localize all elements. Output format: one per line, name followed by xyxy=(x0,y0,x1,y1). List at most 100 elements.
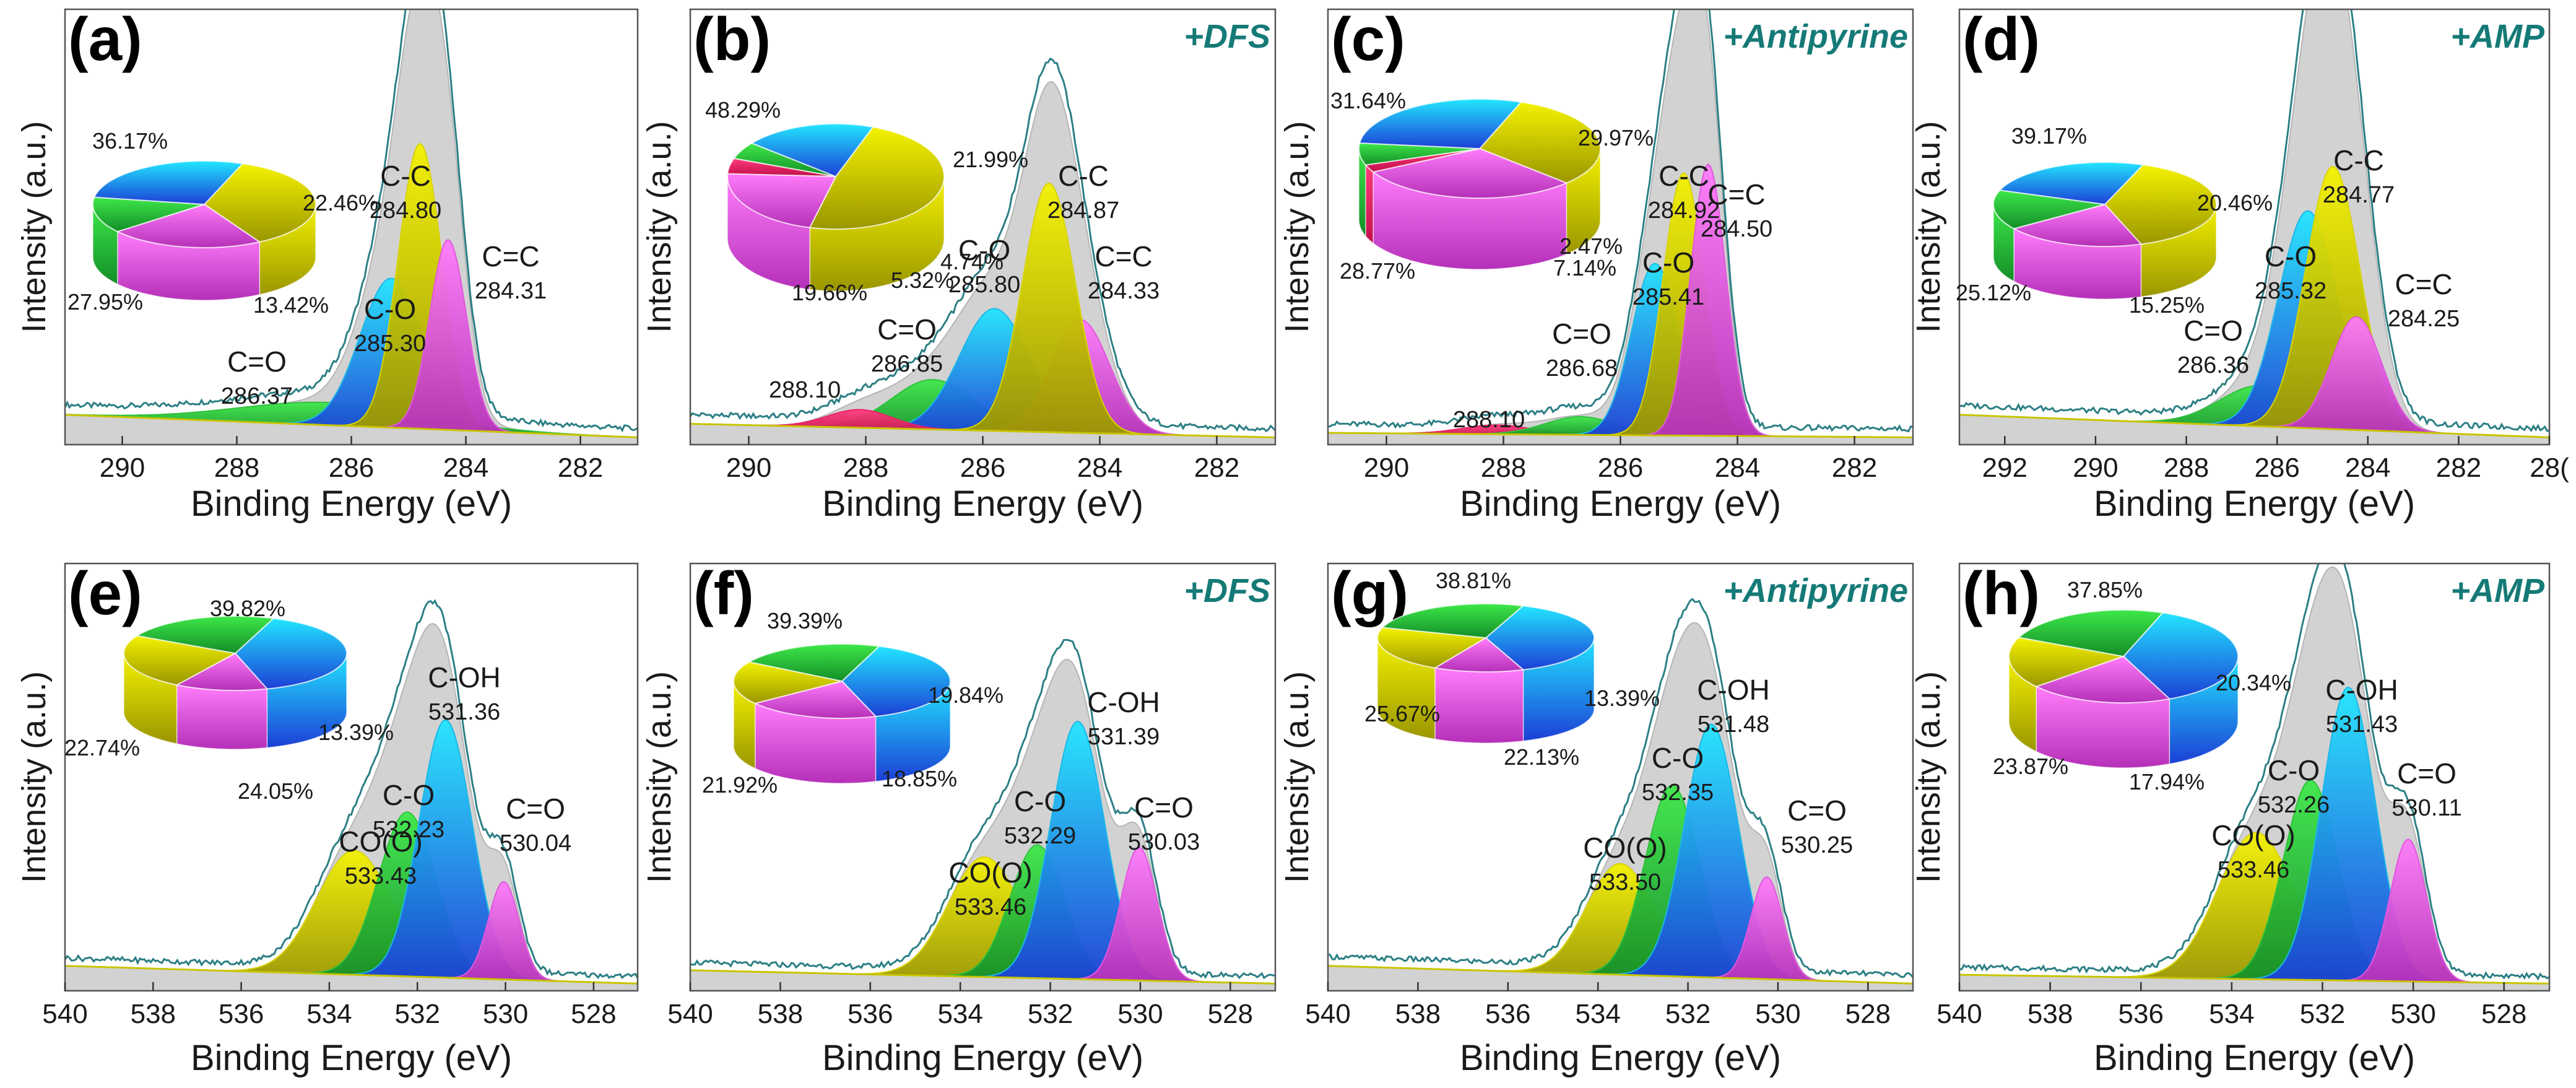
plot-frame xyxy=(1958,562,2551,992)
plot-area xyxy=(65,599,638,991)
pie-slice-yellow xyxy=(203,163,316,243)
pie-chart: 36.17% 22.46% 13.42% 27.95% xyxy=(67,128,378,318)
pie-chart: 37.85% 20.34% 17.94% 23.87% xyxy=(1993,577,2291,794)
x-tick-label: 540 xyxy=(1305,999,1350,1029)
pie-percent-label: 13.42% xyxy=(253,292,329,318)
peak-value: 532.35 xyxy=(1642,780,1714,806)
pie-slice-green xyxy=(135,616,275,655)
peak-value: 286.85 xyxy=(871,351,943,377)
pie-slice-green xyxy=(747,643,881,682)
pie-percent-label: 13.39% xyxy=(1584,685,1660,711)
x-tick-label: 538 xyxy=(131,999,176,1029)
x-tick-label: 284 xyxy=(443,453,488,483)
raw-spectrum-line xyxy=(690,638,1275,980)
background-line xyxy=(1959,973,2549,985)
peak-label: C=O xyxy=(506,793,565,825)
raw-spectrum-line xyxy=(1959,564,2549,981)
x-axis-label: Binding Energy (eV) xyxy=(1460,484,1781,524)
x-tick-label: 290 xyxy=(100,453,145,483)
peak-value: 284.87 xyxy=(1047,198,1119,224)
panel-letter: (e) xyxy=(68,559,142,627)
x-tick-label: 538 xyxy=(1395,999,1441,1029)
pie-slice-magenta xyxy=(727,173,837,228)
peak-label: C=C xyxy=(2395,268,2452,300)
peak-label: C-O xyxy=(2265,240,2317,272)
peak-label: CO(O) xyxy=(339,825,422,858)
plot-area xyxy=(1959,564,2549,991)
pie-percent-label: 7.14% xyxy=(1553,255,1616,281)
x-tick-label: 288 xyxy=(2164,453,2209,483)
x-tick-label: 290 xyxy=(2073,453,2118,483)
x-axis-label: Binding Energy (eV) xyxy=(2094,1038,2415,1078)
peak-value: 284.33 xyxy=(1088,278,1160,304)
peak-value: 530.04 xyxy=(500,830,571,856)
pie-slice-magenta xyxy=(1433,637,1525,672)
peak-label: C=O xyxy=(2184,315,2243,347)
panel-tag: +DFS xyxy=(1184,18,1270,55)
x-tick-label: 282 xyxy=(1832,453,1877,483)
pie-percent-label: 4.74% xyxy=(940,249,1004,274)
pie-slice-magenta xyxy=(116,203,261,248)
peak-label: C-O xyxy=(1652,742,1704,774)
pie-chart: 39.17% 20.46% 15.25% 25.12% xyxy=(1956,123,2273,318)
pie-chart: 39.39% 19.84% 18.85% 21.92% xyxy=(702,608,1004,798)
peak-value: 533.50 xyxy=(1589,869,1661,895)
x-axis-label: Binding Energy (eV) xyxy=(2094,484,2415,524)
plot-area xyxy=(690,57,1275,445)
x-axis-label: Binding Energy (eV) xyxy=(191,1038,512,1078)
pie-slice-green xyxy=(1381,603,1525,639)
panel-letter: (a) xyxy=(68,5,142,73)
peak-c-o-285.41 xyxy=(1328,263,1913,438)
pie-slice-magenta xyxy=(2034,655,2171,703)
peak-label: C-OH xyxy=(1087,686,1160,718)
x-tick-label: 532 xyxy=(395,999,440,1029)
pie-slice-green xyxy=(92,196,205,233)
x-tick-label: 534 xyxy=(2209,999,2254,1029)
background-line xyxy=(65,965,638,985)
y-axis-label: Intensity (a.u.) xyxy=(1910,671,1947,883)
pie-percent-label: 19.84% xyxy=(928,682,1004,708)
plot-frame xyxy=(64,562,639,992)
raw-spectrum-line xyxy=(65,599,638,980)
panel-d: 292 290 288 286 284 282 28(Binding Energy (eV)… xyxy=(1910,5,2569,524)
pie-slice-cyan xyxy=(750,123,874,178)
x-tick-label: 282 xyxy=(1194,453,1239,483)
x-tick-label: 530 xyxy=(1117,999,1163,1029)
pie-percent-label: 21.92% xyxy=(702,772,778,798)
plot-frame xyxy=(1327,562,1914,992)
pie-percent-label: 39.82% xyxy=(210,596,285,621)
x-tick-label: 292 xyxy=(1982,453,2027,483)
x-tick-label: 540 xyxy=(1936,999,1982,1029)
x-tick-label: 530 xyxy=(2390,999,2435,1029)
pie-slice-yellow xyxy=(1377,627,1488,669)
x-axis-label: Binding Energy (eV) xyxy=(1460,1038,1781,1078)
pie-percent-label: 27.95% xyxy=(67,289,143,315)
peak-value: 284.80 xyxy=(370,198,441,224)
pie-percent-label: 17.94% xyxy=(2129,769,2205,794)
panel-g: 540 538 536 534 532 530 528 Binding Energy (eV)… xyxy=(1278,559,1914,1078)
peak-label: C-O xyxy=(958,234,1010,266)
peak-label: C-C xyxy=(1058,160,1109,192)
background-line xyxy=(65,414,638,438)
peak-value: 285.30 xyxy=(354,331,426,357)
pie-side-magenta xyxy=(1434,667,1524,744)
pie-percent-label: 13.39% xyxy=(318,720,394,745)
x-tick-label: 536 xyxy=(848,999,893,1029)
peak-label: C-OH xyxy=(2325,674,2398,706)
y-axis-label: Intensity (a.u.) xyxy=(15,671,53,883)
peak-label: C=O xyxy=(1134,791,1194,824)
panel-tag: +Antipyrine xyxy=(1723,18,1908,55)
pie-slice-magenta xyxy=(2012,203,2143,247)
pie-slice-cyan xyxy=(2122,612,2239,700)
peak-label: CO(O) xyxy=(2211,819,2295,851)
panel-letter: (d) xyxy=(1962,5,2040,73)
pie-slice-magenta xyxy=(753,680,877,720)
background-line xyxy=(1959,414,2549,438)
pie-slice-yellow xyxy=(2008,637,2126,687)
peak-label: C=C xyxy=(482,240,539,272)
x-tick-label: 284 xyxy=(1077,453,1122,483)
peak-label: C-O xyxy=(1014,785,1066,817)
pie-slice-cyan xyxy=(1998,162,2144,206)
pie-percent-label: 15.25% xyxy=(2129,292,2205,318)
peak-value: 288.10 xyxy=(769,377,841,403)
